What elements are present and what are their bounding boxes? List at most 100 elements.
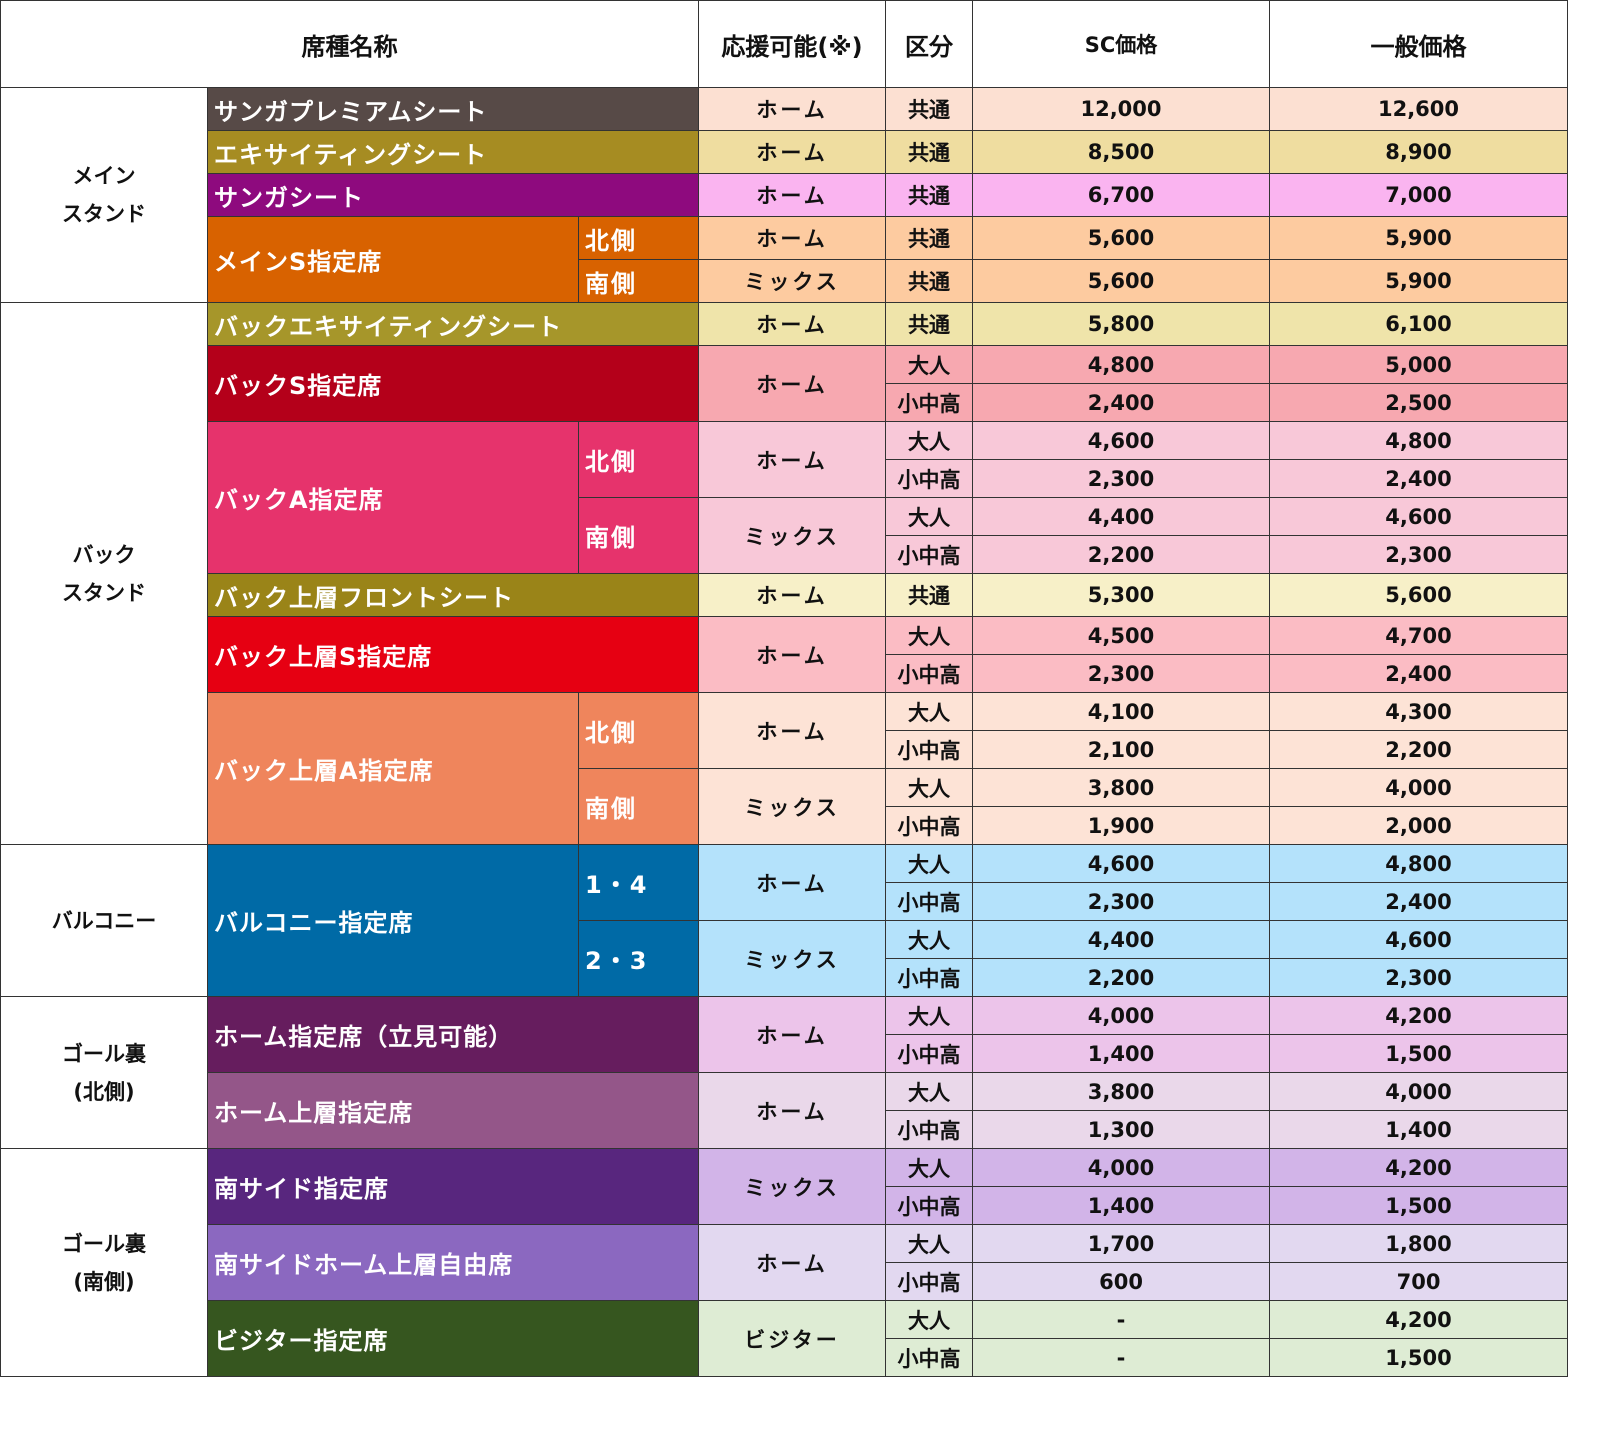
general-price: 4,300 <box>1269 692 1569 731</box>
ticket-class: 共通 <box>885 87 974 131</box>
ticket-class: 小中高 <box>885 1110 974 1149</box>
sc-price: 4,600 <box>972 844 1271 883</box>
ticket-class: 大人 <box>885 345 974 384</box>
support-type: ホーム <box>698 302 887 346</box>
table-body: メイン スタンド サンガプレミアムシート ホーム 共通 12,000 12,600 エキサイテ… <box>0 87 1569 1377</box>
seat-row: 小中高 1,400 1,500 <box>1 1186 1569 1225</box>
seat-name: サンガシート <box>206 173 700 217</box>
support-type: ビジター <box>698 1300 887 1377</box>
general-price: 700 <box>1269 1262 1569 1301</box>
seat-row: 2・3 ミックス 大人 4,400 4,600 <box>1 920 1569 997</box>
ticket-class: 小中高 <box>885 535 974 574</box>
header-cell: SC価格 <box>972 0 1271 88</box>
sc-price: 2,200 <box>972 958 1271 997</box>
seat-name: バック上層A指定席 <box>207 692 579 845</box>
general-price: 5,600 <box>1269 573 1569 617</box>
seat-row: バックA指定席 北側 ホーム 大人 4,600 4,800 <box>1 421 1569 574</box>
ticket-class: 大人 <box>885 1072 974 1111</box>
general-price: 2,300 <box>1269 958 1569 997</box>
ticket-class: 大人 <box>885 1148 974 1187</box>
general-price: 1,800 <box>1269 1224 1569 1263</box>
seat-side: 南側 <box>577 259 700 303</box>
ticket-class: 小中高 <box>885 383 974 422</box>
sc-price: 5,600 <box>972 216 1271 260</box>
seat-row: 南側 ミックス 大人 3,800 4,000 <box>1 768 1569 845</box>
area-label: ゴール裏 <box>62 1231 146 1256</box>
sc-price: 12,000 <box>972 87 1271 131</box>
area-label: バック <box>72 542 136 567</box>
ticket-class: 小中高 <box>885 459 974 498</box>
seat-row: メインS指定席 北側 ホーム 共通 5,600 5,900 <box>1 216 1569 303</box>
sc-price: 5,600 <box>972 259 1271 303</box>
seat-row: 南側 ミックス 共通 5,600 5,900 <box>1 259 1569 303</box>
sc-price: 2,300 <box>972 882 1271 921</box>
sc-price: 4,000 <box>972 996 1271 1035</box>
sc-price: 4,500 <box>972 616 1271 655</box>
support-type: ホーム <box>698 1072 887 1149</box>
sc-price: 4,400 <box>972 497 1271 536</box>
general-price: 2,500 <box>1269 383 1569 422</box>
seat-name: ホーム指定席（立見可能） <box>206 996 700 1073</box>
ticket-class: 大人 <box>885 692 974 731</box>
area-label: (南側) <box>73 1269 135 1294</box>
support-type: ホーム <box>698 616 887 693</box>
ticket-class: 大人 <box>885 844 974 883</box>
seat-row: サンガシート ホーム 共通 6,700 7,000 <box>1 173 1569 217</box>
sc-price: 5,300 <box>972 573 1271 617</box>
sc-price: 2,300 <box>972 459 1271 498</box>
seat-side: 北側 <box>577 216 700 260</box>
ticket-class: 共通 <box>885 302 974 346</box>
area-label: スタンド <box>62 202 146 226</box>
sc-price: 4,000 <box>972 1148 1271 1187</box>
seat-name: バックエキサイティングシート <box>206 302 700 346</box>
support-type: ミックス <box>698 259 887 303</box>
ticket-class: 大人 <box>885 920 974 959</box>
general-price: 7,000 <box>1269 173 1569 217</box>
seat-row: ゴール裏 (南側) 南サイド指定席 ミックス 大人 4,000 4,200 <box>0 1148 1569 1377</box>
seat-side: 北側 <box>577 692 700 769</box>
seat-row: 小中高 1,900 2,000 <box>1 806 1569 845</box>
general-price: 4,700 <box>1269 616 1569 655</box>
ticket-class: 小中高 <box>885 654 974 693</box>
general-price: 1,500 <box>1269 1186 1569 1225</box>
ticket-class: 小中高 <box>885 806 974 845</box>
seat-row: 小中高 2,300 2,400 <box>1 654 1569 693</box>
general-price: 4,800 <box>1269 421 1569 460</box>
ticket-class: 共通 <box>885 259 974 303</box>
ticket-class: 大人 <box>885 768 974 807</box>
general-price: 8,900 <box>1269 130 1569 174</box>
sc-price: 1,400 <box>972 1034 1271 1073</box>
seat-name: メインS指定席 <box>207 216 579 303</box>
area-label: バルコニー <box>51 908 157 933</box>
seat-row: 小中高 -1,500 <box>1 1338 1569 1377</box>
general-price: 12,600 <box>1269 87 1569 131</box>
ticket-class: 小中高 <box>885 1338 974 1377</box>
general-price: 1,500 <box>1269 1338 1569 1377</box>
area-cell: ゴール裏 (北側) <box>0 996 208 1149</box>
general-price: 2,400 <box>1269 882 1569 921</box>
header-cell: 席種名称 <box>0 0 700 88</box>
ticket-class: 共通 <box>885 216 974 260</box>
general-price: 2,400 <box>1269 654 1569 693</box>
general-price: 4,200 <box>1269 1300 1569 1339</box>
sc-price: 3,800 <box>972 1072 1271 1111</box>
general-price: 1,400 <box>1269 1110 1569 1149</box>
area-cell: バック スタンド <box>0 302 208 845</box>
ticket-class: 共通 <box>885 130 974 174</box>
sc-price: 2,200 <box>972 535 1271 574</box>
general-price: 2,400 <box>1269 459 1569 498</box>
price-table: 席種名称 応援可能(※) 区分 SC価格 一般価格 メイン スタンド サンガプレミア… <box>0 0 1569 1377</box>
seat-row: 小中高 2,200 2,300 <box>1 958 1569 997</box>
area-label: スタンド <box>62 580 146 605</box>
seat-row: メイン スタンド サンガプレミアムシート ホーム 共通 12,000 12,600 <box>0 87 1569 303</box>
sc-price: 4,600 <box>972 421 1271 460</box>
support-type: ホーム <box>698 421 887 498</box>
ticket-class: 小中高 <box>885 1186 974 1225</box>
ticket-class: 共通 <box>885 573 974 617</box>
sc-price: 1,900 <box>972 806 1271 845</box>
seat-name: 南サイド指定席 <box>206 1148 700 1225</box>
seat-name: ビジター指定席 <box>206 1300 700 1377</box>
sc-price: 2,100 <box>972 730 1271 769</box>
seat-row: 小中高 600 700 <box>1 1262 1569 1301</box>
